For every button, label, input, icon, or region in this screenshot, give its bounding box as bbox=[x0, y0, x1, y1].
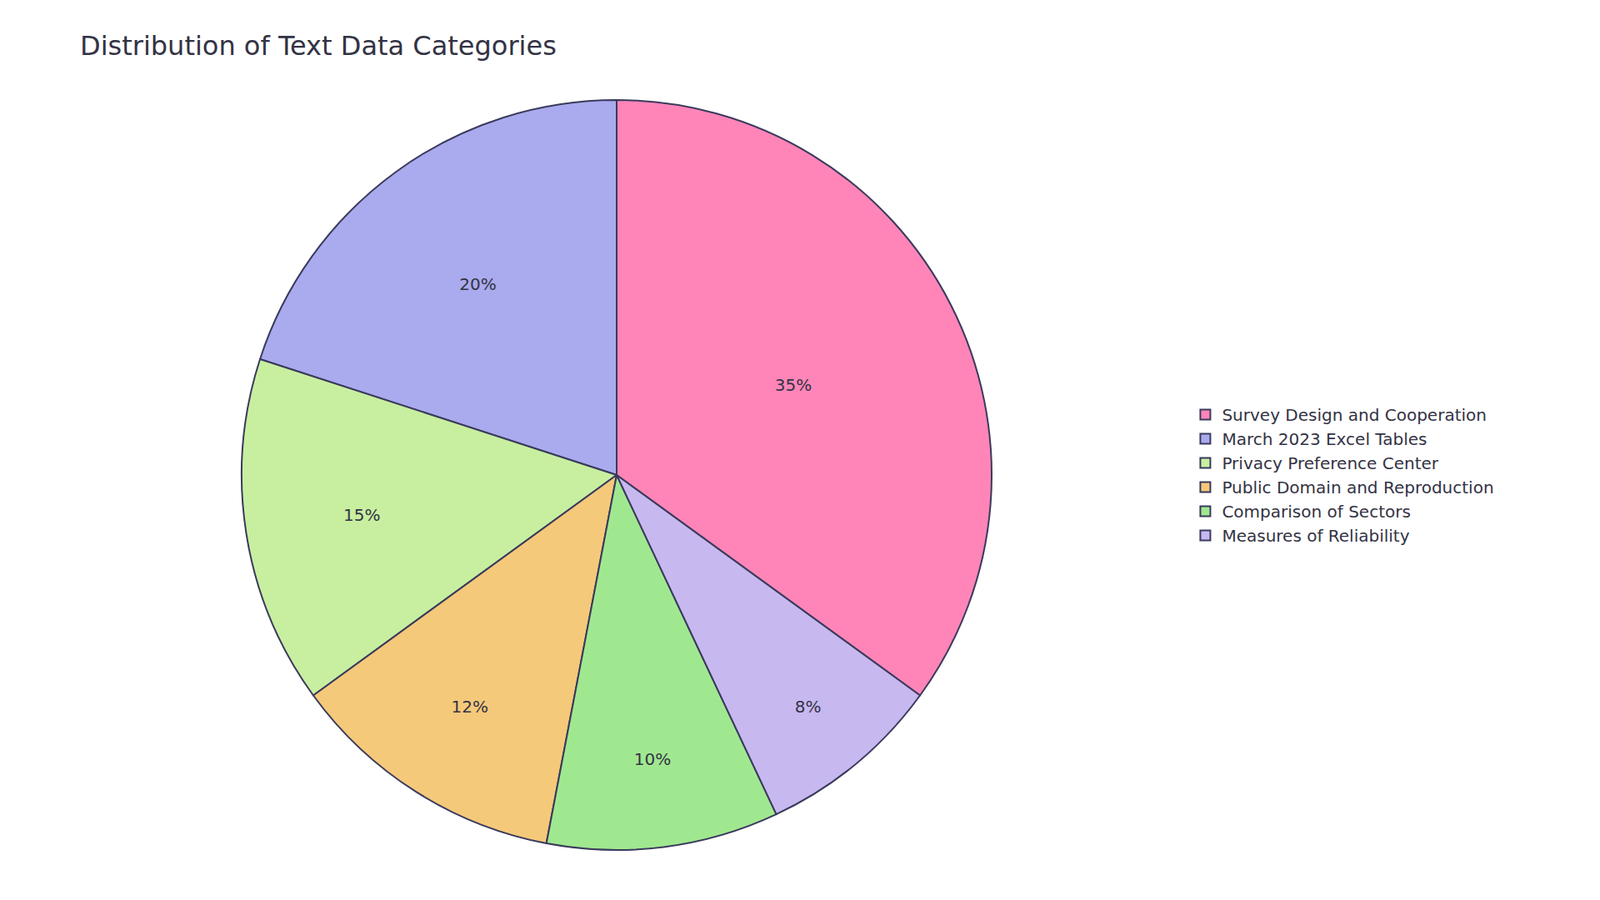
svg-text:10%: 10% bbox=[634, 749, 671, 770]
svg-text:20%: 20% bbox=[459, 274, 496, 295]
svg-text:15%: 15% bbox=[343, 505, 380, 525]
svg-text:Distribution of Text Data Cate: Distribution of Text Data Categories bbox=[80, 30, 557, 62]
svg-text:8%: 8% bbox=[795, 696, 822, 717]
svg-text:Survey Design and Cooperation: Survey Design and Cooperation bbox=[1221, 405, 1487, 425]
svg-text:Public Domain and Reproduction: Public Domain and Reproduction bbox=[1221, 477, 1494, 498]
svg-text:March 2023 Excel Tables: March 2023 Excel Tables bbox=[1221, 429, 1427, 450]
svg-text:Comparison of Sectors: Comparison of Sectors bbox=[1221, 501, 1410, 522]
svg-text:12%: 12% bbox=[451, 696, 489, 717]
svg-text:Privacy Preference Center: Privacy Preference Center bbox=[1221, 453, 1439, 474]
svg-text:Measures of Reliability: Measures of Reliability bbox=[1221, 525, 1410, 546]
svg-text:35%: 35% bbox=[775, 375, 812, 395]
